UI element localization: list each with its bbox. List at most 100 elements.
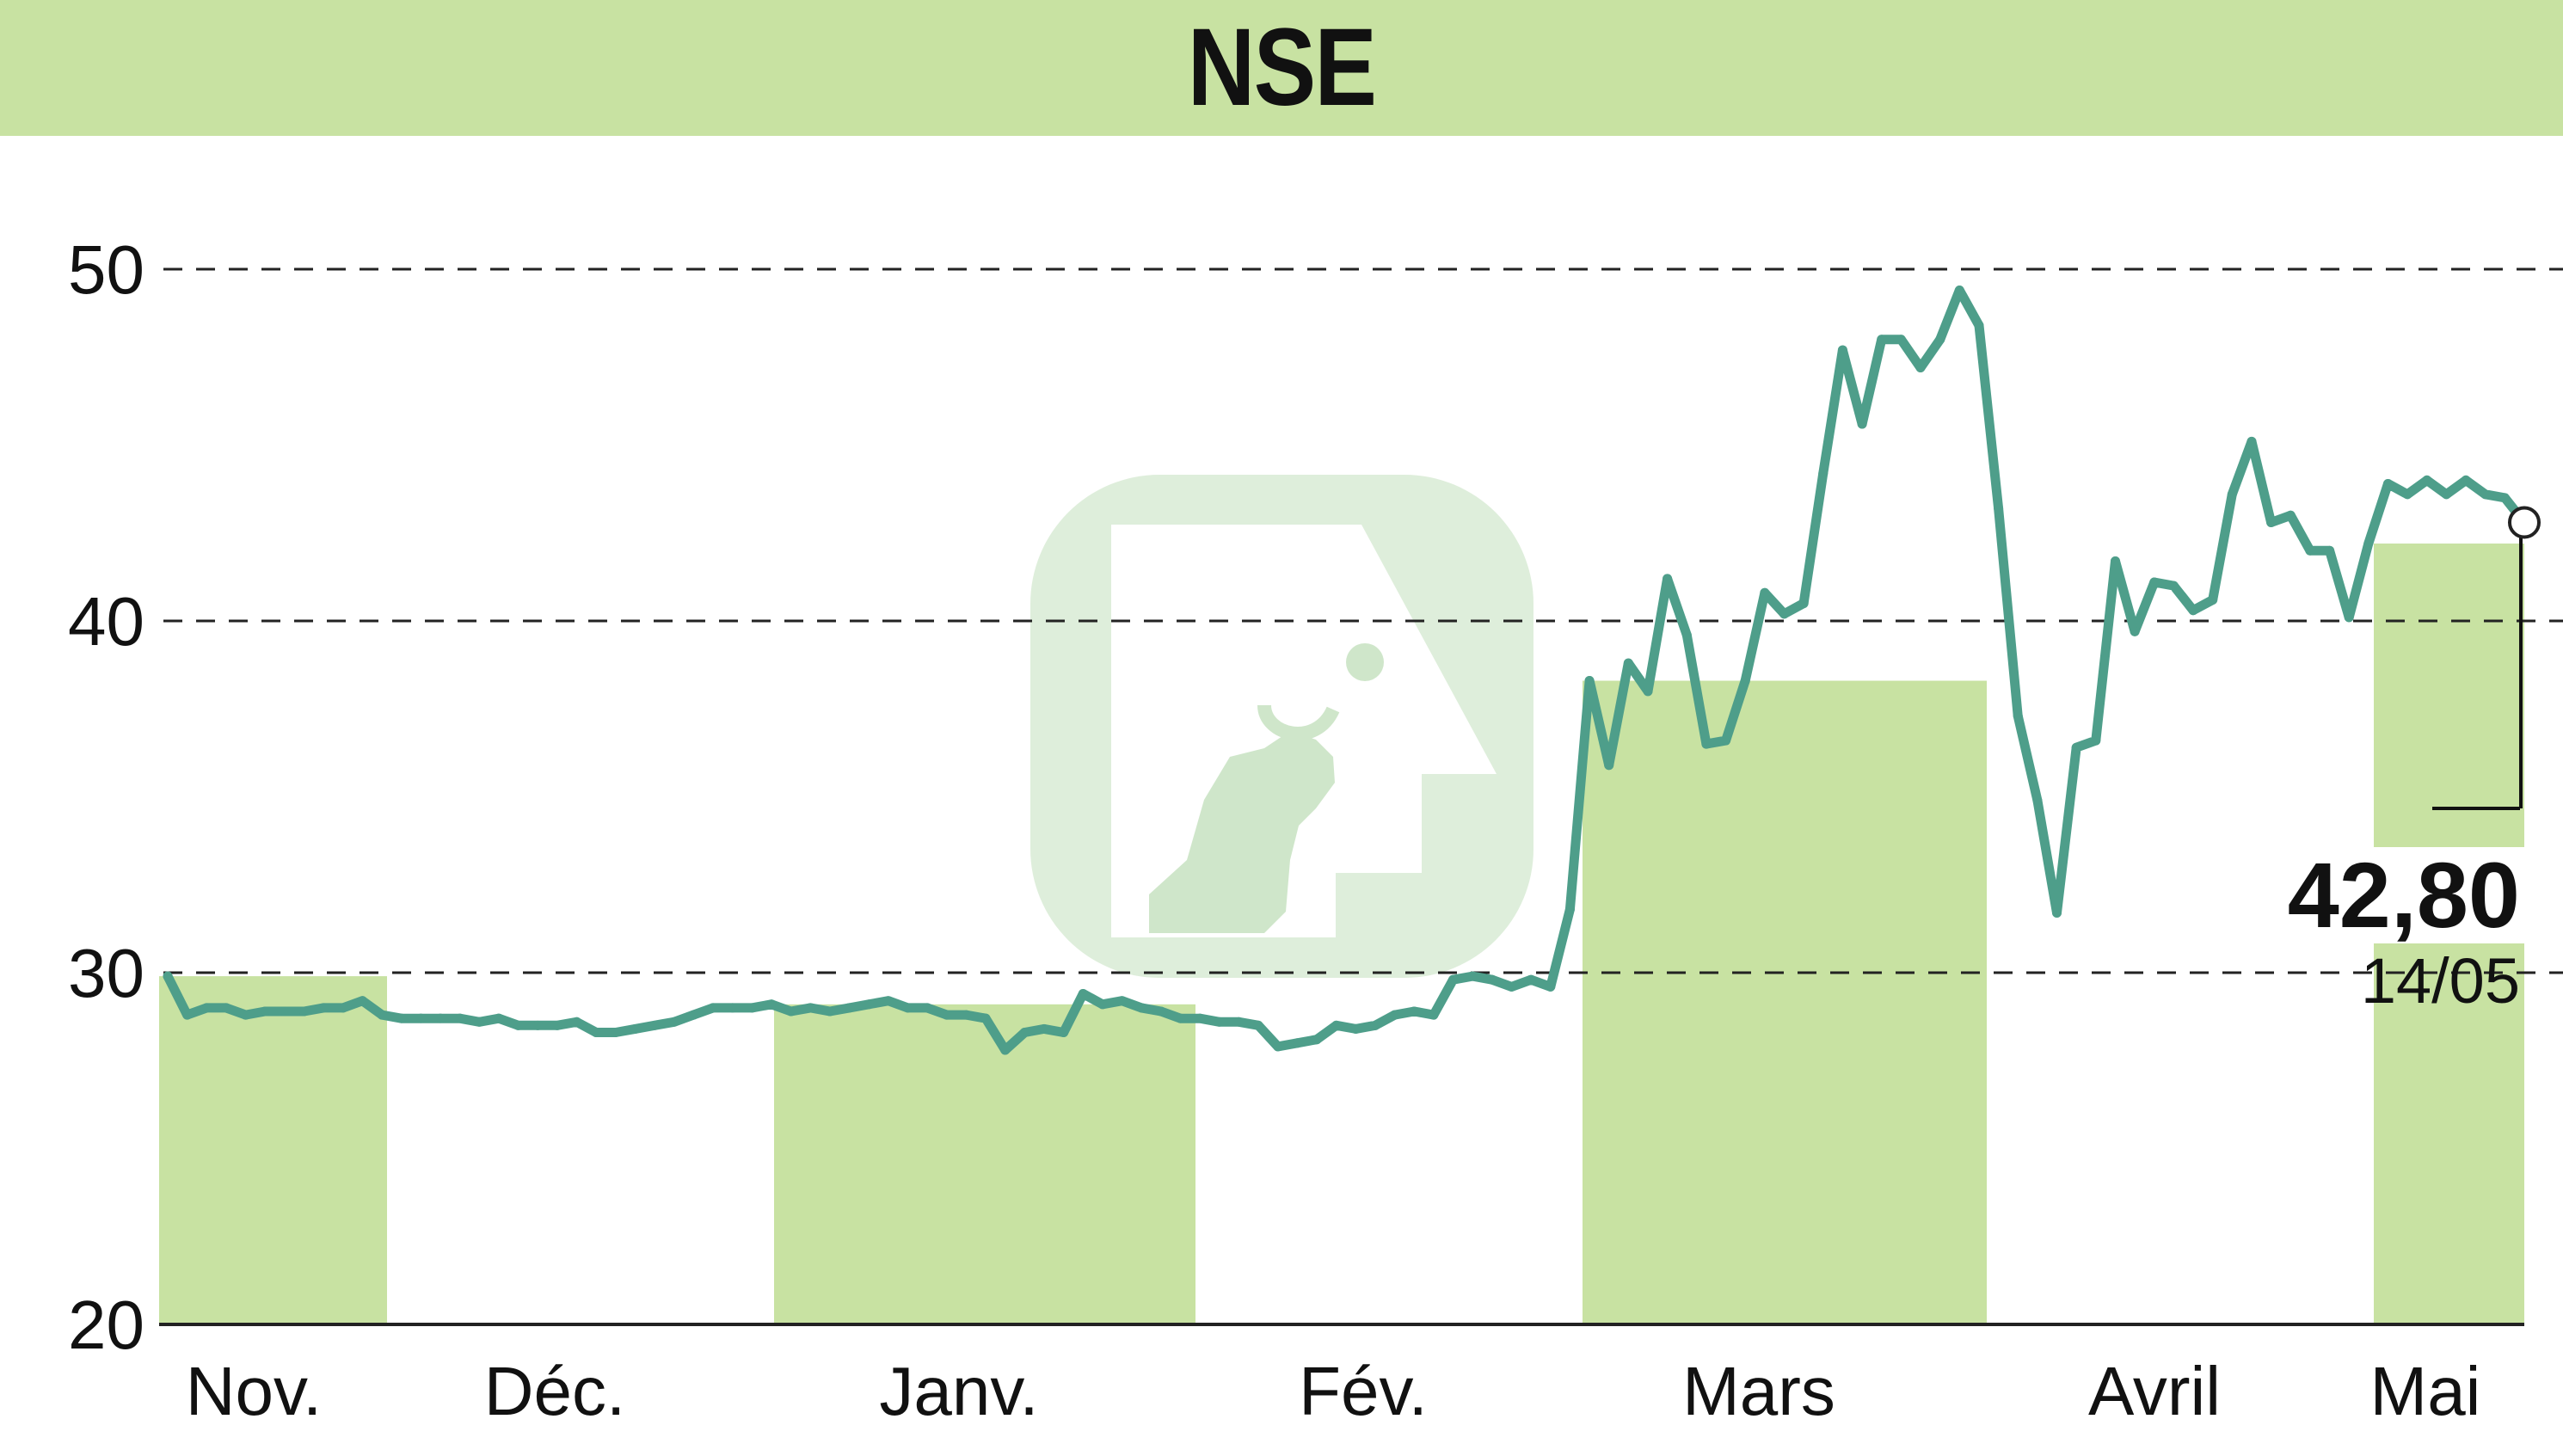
- price-point: [2246, 436, 2257, 446]
- price-point: [221, 1003, 231, 1013]
- price-point: [1994, 503, 2004, 513]
- chart-title: NSE: [1187, 6, 1377, 129]
- y-tick-50: 50: [68, 231, 144, 308]
- price-point: [1487, 974, 1497, 985]
- last-value-mask: [2338, 847, 2563, 943]
- price-point: [2168, 581, 2179, 591]
- price-point: [396, 1013, 407, 1023]
- price-point: [2422, 475, 2432, 485]
- price-point: [1253, 1020, 1263, 1030]
- price-point: [2480, 489, 2491, 500]
- price-point: [2266, 517, 2277, 527]
- price-point: [611, 1028, 621, 1038]
- price-point: [357, 996, 367, 1006]
- x-axis-ticks: Nov. Déc. Janv. Fév. Mars Avril Mai: [186, 1353, 2481, 1429]
- price-point: [1390, 1010, 1400, 1020]
- price-point: [630, 1023, 640, 1034]
- x-tick-3: Janv.: [879, 1353, 1038, 1429]
- price-point: [1818, 468, 1829, 478]
- price-point: [1350, 1023, 1361, 1034]
- price-point: [1039, 1023, 1049, 1034]
- y-tick-40: 40: [68, 583, 144, 660]
- price-point: [1409, 1006, 1419, 1017]
- price-point: [1214, 1017, 1225, 1027]
- price-point: [435, 1013, 446, 1023]
- price-point: [1176, 1013, 1186, 1023]
- price-point: [1584, 676, 1595, 686]
- price-point: [2052, 907, 2062, 918]
- price-point: [688, 1010, 698, 1020]
- price-point: [766, 999, 777, 1010]
- price-point: [1019, 1028, 1030, 1038]
- price-point: [474, 1017, 484, 1027]
- price-point: [572, 1017, 582, 1027]
- price-point: [513, 1020, 524, 1030]
- price-point: [1681, 630, 1692, 640]
- y-tick-20: 20: [68, 1287, 144, 1363]
- price-point: [2149, 577, 2160, 587]
- y-tick-30: 30: [68, 935, 144, 1011]
- price-point: [1429, 1010, 1439, 1020]
- price-point: [728, 1003, 738, 1013]
- price-point: [1097, 999, 1108, 1010]
- price-point: [1604, 760, 1614, 771]
- price-point: [1663, 574, 1673, 584]
- price-point: [980, 1013, 991, 1023]
- price-point: [1896, 335, 1906, 345]
- price-point: [1448, 974, 1459, 985]
- price-point: [1195, 1013, 1205, 1023]
- price-point: [1136, 1003, 1146, 1013]
- price-point: [1740, 676, 1750, 686]
- price-point: [1837, 345, 1847, 355]
- x-tick-4: Fév.: [1299, 1353, 1428, 1429]
- price-point: [864, 999, 874, 1010]
- price-point: [1233, 1017, 1244, 1027]
- x-tick-6: Avril: [2088, 1353, 2221, 1429]
- price-point: [2013, 710, 2023, 721]
- price-point: [2382, 478, 2393, 488]
- price-point: [1526, 974, 1536, 985]
- price-point: [1467, 971, 1478, 981]
- price-point: [649, 1020, 660, 1030]
- price-point: [845, 1003, 855, 1013]
- price-point: [1273, 1041, 1283, 1052]
- price-point: [2091, 735, 2101, 746]
- x-tick-5: Mars: [1682, 1353, 1835, 1429]
- price-point: [2227, 489, 2237, 500]
- price-point: [1546, 981, 1556, 992]
- price-point: [2110, 556, 2120, 566]
- bull-logo-icon: [1030, 475, 1533, 978]
- price-point: [1506, 981, 1516, 992]
- price-point: [883, 996, 894, 1006]
- price-point: [1000, 1045, 1011, 1055]
- price-point: [1857, 419, 1867, 429]
- price-point: [2461, 475, 2471, 485]
- price-point: [377, 1010, 387, 1020]
- price-point: [591, 1028, 601, 1038]
- price-point: [552, 1020, 562, 1030]
- price-point: [922, 1003, 932, 1013]
- price-point: [1059, 1028, 1069, 1038]
- price-point: [961, 1010, 971, 1020]
- price-point: [338, 1003, 348, 1013]
- price-point: [902, 1003, 913, 1013]
- price-point: [2305, 545, 2315, 556]
- x-tick-2: Déc.: [484, 1353, 626, 1429]
- x-tick-1: Nov.: [186, 1353, 323, 1429]
- price-point: [280, 1006, 290, 1017]
- price-point: [1331, 1020, 1342, 1030]
- price-point: [2325, 545, 2335, 556]
- price-point: [1370, 1020, 1380, 1030]
- price-point: [1954, 286, 1964, 296]
- price-point: [1760, 587, 1770, 598]
- title-bar: [0, 0, 2563, 136]
- price-point: [201, 1003, 212, 1013]
- price-point: [318, 1003, 329, 1013]
- price-point: [2344, 612, 2354, 623]
- price-point: [260, 1006, 270, 1017]
- price-point: [2499, 493, 2510, 503]
- price-point: [1915, 363, 1926, 373]
- price-point: [1779, 609, 1790, 619]
- month-band-nov: [159, 976, 387, 1324]
